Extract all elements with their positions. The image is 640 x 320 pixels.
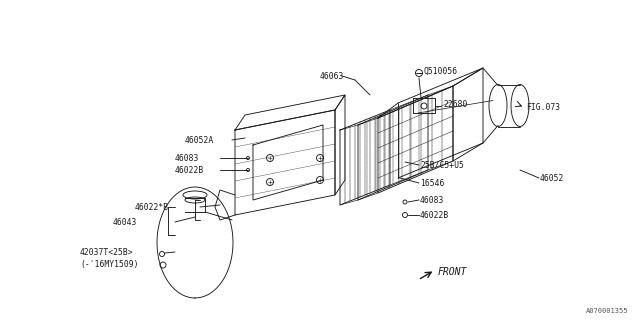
- Text: 16546: 16546: [420, 179, 444, 188]
- Text: 46022B: 46022B: [420, 211, 449, 220]
- Text: 46052: 46052: [540, 173, 564, 182]
- Text: 46043: 46043: [113, 218, 138, 227]
- Text: 25B/C5+U5: 25B/C5+U5: [420, 161, 464, 170]
- Text: A070001355: A070001355: [586, 308, 628, 314]
- Text: FIG.073: FIG.073: [526, 103, 560, 112]
- Text: Q510056: Q510056: [423, 67, 457, 76]
- Text: 42037T<25B>: 42037T<25B>: [80, 247, 134, 257]
- Text: 22680: 22680: [443, 100, 467, 108]
- Text: (-'16MY1509): (-'16MY1509): [80, 260, 138, 268]
- Text: 46022*B: 46022*B: [135, 203, 169, 212]
- Text: FRONT: FRONT: [438, 267, 467, 277]
- Text: 46052A: 46052A: [185, 135, 214, 145]
- Text: 46063: 46063: [320, 71, 344, 81]
- Text: 46083: 46083: [420, 196, 444, 204]
- Text: 46022B: 46022B: [175, 165, 204, 174]
- Text: 46083: 46083: [175, 154, 200, 163]
